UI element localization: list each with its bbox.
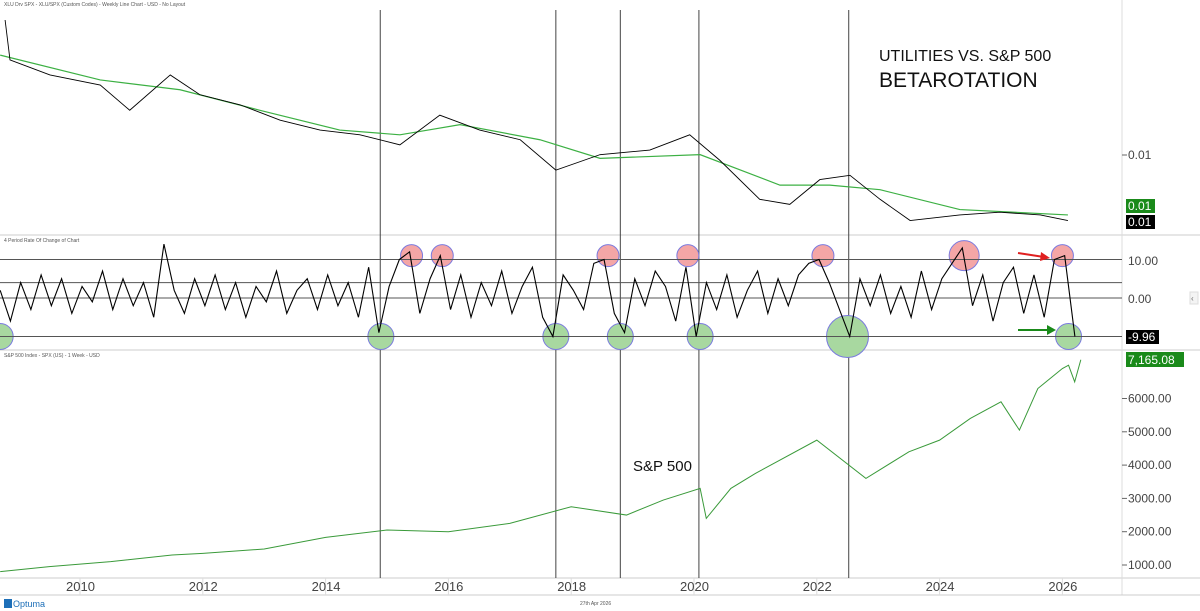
spx-y-tick: 4000.00: [1128, 458, 1172, 472]
spx-last-tag: [1126, 352, 1184, 367]
ratio-last-tag: [1126, 215, 1155, 229]
x-axis-tick: 2010: [66, 579, 95, 594]
green-arrowhead-icon: [1047, 325, 1056, 335]
roc-last-tag-text: -9.96: [1128, 330, 1156, 344]
collapse-panel-button[interactable]: [1189, 291, 1199, 305]
footer-date: 27th Apr 2026: [580, 601, 611, 607]
x-axis-tick: 2026: [1048, 579, 1077, 594]
spx-last-tag-text: 7,165.08: [1128, 353, 1175, 367]
ratio-price-line: [4, 19, 1069, 221]
roc-y-tick: 10.00: [1128, 254, 1158, 268]
roc-last-tag: [1126, 330, 1159, 344]
optuma-logo: Optuma: [13, 599, 45, 609]
chevron-left-icon[interactable]: ‹: [1191, 294, 1194, 303]
x-axis-tick: 2024: [926, 579, 955, 594]
spx-line: [0, 359, 1082, 573]
ratio-y-tick: 0.01: [1128, 148, 1152, 162]
annotation-subtitle: BETAROTATION: [879, 69, 1038, 92]
spx-panel-title: S&P 500 Index - SPX (US) - 1 Week - USD: [4, 353, 100, 359]
ratio-last-tag-text: 0.01: [1128, 215, 1152, 229]
spx-y-tick: 6000.00: [1128, 392, 1172, 406]
spx-annotation: S&P 500: [633, 458, 692, 475]
spx-y-tick: 5000.00: [1128, 425, 1172, 439]
roc-line: [0, 243, 1076, 339]
ratio-ma-tag: [1126, 199, 1155, 213]
red-arrow-icon: [1017, 252, 1045, 258]
optuma-logo-icon: [4, 599, 12, 608]
x-axis-tick: 2022: [803, 579, 832, 594]
spx-y-tick: 1000.00: [1128, 558, 1172, 572]
x-axis-tick: 2016: [434, 579, 463, 594]
spx-y-tick: 2000.00: [1128, 525, 1172, 539]
x-axis-tick: 2018: [557, 579, 586, 594]
peak-marker-circle: [1050, 244, 1074, 268]
x-axis-tick: 2014: [312, 579, 341, 594]
ratio-ma-tag-text: 0.01: [1128, 199, 1152, 213]
annotation-title: UTILITIES VS. S&P 500: [879, 48, 1051, 65]
x-axis-tick: 2012: [189, 579, 218, 594]
ratio-panel-title: XLU Drv SPX - XLU/SPX (Custom Codes) - W…: [4, 2, 186, 8]
x-axis-tick: 2020: [680, 579, 709, 594]
peak-marker-circle: [811, 244, 835, 268]
roc-y-tick: 0.00: [1128, 292, 1152, 306]
roc-panel-title: 4 Period Rate Of Change of Chart: [4, 238, 80, 244]
peak-marker-circle: [676, 244, 700, 268]
peak-marker-circle: [596, 244, 620, 268]
red-arrowhead-icon: [1040, 252, 1050, 261]
spx-y-tick: 3000.00: [1128, 491, 1172, 505]
